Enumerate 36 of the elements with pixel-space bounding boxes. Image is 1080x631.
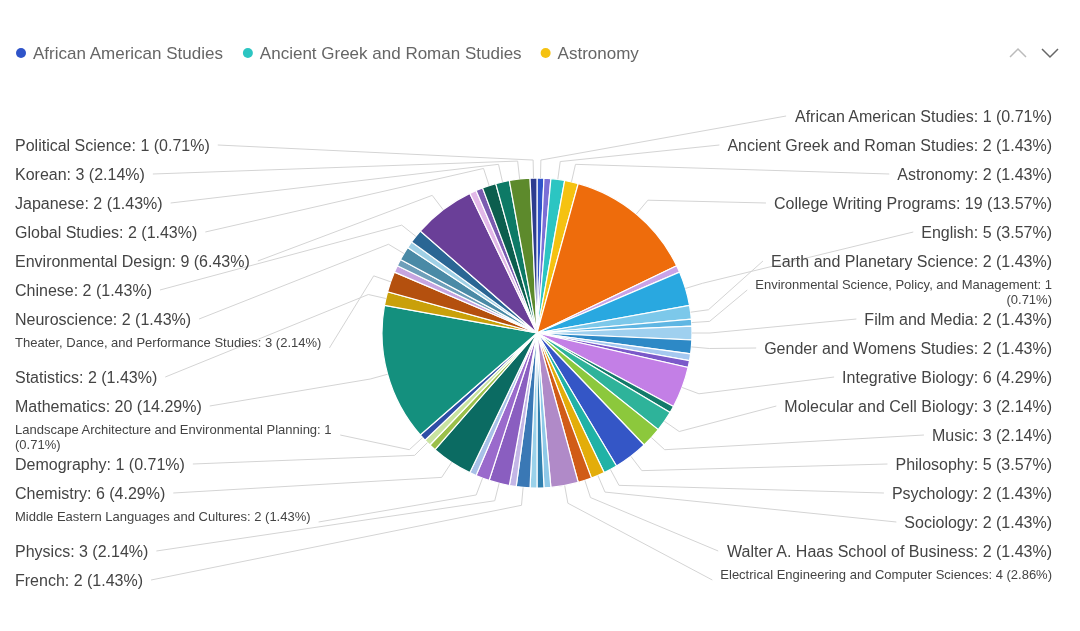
legend-label: Astronomy xyxy=(557,44,640,63)
slice-label: Philosophy: 5 (3.57%) xyxy=(895,456,1052,473)
slice-label: Gender and Womens Studies: 2 (1.43%) xyxy=(764,340,1052,357)
slice-label: Neuroscience: 2 (1.43%) xyxy=(15,311,192,328)
slice-label: Sociology: 2 (1.43%) xyxy=(904,514,1052,531)
legend-label: Ancient Greek and Roman Studies xyxy=(259,44,522,63)
slice-label: Integrative Biology: 6 (4.29%) xyxy=(842,369,1052,386)
slice-label: Political Science: 1 (0.71%) xyxy=(15,137,210,154)
slice-label: Chinese: 2 (1.43%) xyxy=(15,282,152,299)
slice-label: French: 2 (1.43%) xyxy=(15,572,144,589)
slice-label: Theater, Dance, and Performance Studies: 3 (2.14%) xyxy=(15,335,322,350)
slice-label: Korean: 3 (2.14%) xyxy=(15,166,145,183)
slice-label: College Writing Programs: 19 (13.57%) xyxy=(773,195,1052,212)
category-label: Astronomy: 2 (1.43%) xyxy=(897,166,1052,183)
slice-label: Music: 3 (2.14%) xyxy=(931,427,1052,444)
slice-label: Mathematics: 20 (14.29%) xyxy=(15,398,202,415)
slice-label: Japanese: 2 (1.43%) xyxy=(15,195,163,212)
legend-label: African American Studies xyxy=(33,44,223,63)
slice-label: Demography: 1 (0.71%) xyxy=(15,456,185,473)
slice-label: Electrical Engineering and Computer Sciences: 4 (2.86%) xyxy=(720,567,1052,582)
slice-label: Film and Media: 2 (1.43%) xyxy=(864,311,1052,328)
slice-label: Molecular and Cell Biology: 3 (2.14%) xyxy=(784,398,1052,415)
slice-label: Landscape Architecture and Environmental Planning: 1 (0.71%) xyxy=(15,422,332,452)
category-label: Ancient Greek and Roman Studies: 2 (1.43%) xyxy=(727,137,1052,154)
slice-label: Physics: 3 (2.14%) xyxy=(15,543,149,560)
slice-label: Global Studies: 2 (1.43%) xyxy=(15,224,198,241)
slice-label: Earth and Planetary Science: 2 (1.43%) xyxy=(770,253,1052,270)
slice-label: Environmental Design: 9 (6.43%) xyxy=(15,253,250,270)
slice-label: Environmental Science, Policy, and Management: 1 (0.71%) xyxy=(755,277,1052,307)
category-label: African American Studies: 1 (0.71%) xyxy=(794,108,1052,125)
slice-label: Psychology: 2 (1.43%) xyxy=(891,485,1052,502)
slice-label: Chemistry: 6 (4.29%) xyxy=(15,485,166,502)
slice-label: Middle Eastern Languages and Cultures: 2 (1.43%) xyxy=(15,509,311,524)
slice-label: Walter A. Haas School of Business: 2 (1.43%) xyxy=(727,543,1052,560)
slice-label: Statistics: 2 (1.43%) xyxy=(15,369,158,386)
slice-label: English: 5 (3.57%) xyxy=(921,224,1052,241)
